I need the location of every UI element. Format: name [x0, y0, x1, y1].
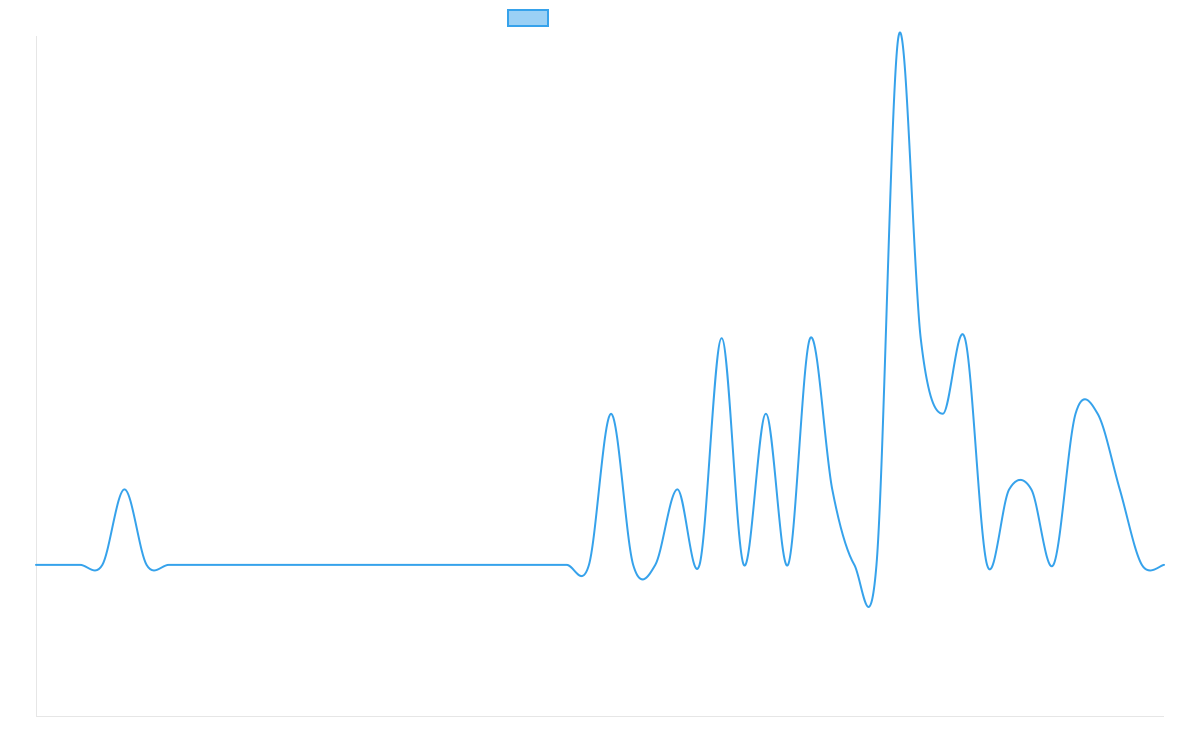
data-point[interactable]: [896, 33, 902, 39]
data-point[interactable]: [188, 562, 194, 568]
data-point[interactable]: [542, 562, 548, 568]
data-point[interactable]: [719, 335, 725, 341]
data-point[interactable]: [608, 411, 614, 417]
data-point[interactable]: [144, 562, 150, 568]
data-point[interactable]: [210, 562, 216, 568]
data-point[interactable]: [453, 562, 459, 568]
data-point[interactable]: [343, 562, 349, 568]
data-point[interactable]: [77, 562, 83, 568]
data-point[interactable]: [984, 562, 990, 568]
data-point[interactable]: [586, 562, 592, 568]
data-point[interactable]: [365, 562, 371, 568]
data-point[interactable]: [232, 562, 238, 568]
data-point[interactable]: [564, 562, 570, 568]
data-point[interactable]: [1006, 486, 1012, 492]
data-point[interactable]: [99, 562, 105, 568]
data-point[interactable]: [1139, 562, 1145, 568]
data-point[interactable]: [829, 486, 835, 492]
data-point[interactable]: [298, 562, 304, 568]
data-point[interactable]: [630, 562, 636, 568]
data-point[interactable]: [741, 562, 747, 568]
data-point[interactable]: [33, 562, 39, 568]
data-point[interactable]: [1117, 486, 1123, 492]
data-point[interactable]: [652, 562, 658, 568]
series-line: [35, 31, 1165, 609]
data-point[interactable]: [851, 562, 857, 568]
data-point[interactable]: [697, 562, 703, 568]
data-point[interactable]: [431, 562, 437, 568]
data-point[interactable]: [940, 411, 946, 417]
plot-area: [33, 31, 1167, 609]
data-point[interactable]: [807, 335, 813, 341]
data-point[interactable]: [321, 562, 327, 568]
data-point[interactable]: [497, 562, 503, 568]
data-point[interactable]: [1050, 562, 1056, 568]
data-point[interactable]: [409, 562, 415, 568]
data-point[interactable]: [276, 562, 282, 568]
data-point[interactable]: [254, 562, 260, 568]
data-point[interactable]: [674, 486, 680, 492]
legend[interactable]: [507, 9, 549, 27]
data-point[interactable]: [166, 562, 172, 568]
legend-swatch[interactable]: [507, 9, 549, 27]
data-point[interactable]: [1028, 486, 1034, 492]
data-point[interactable]: [55, 562, 61, 568]
data-point[interactable]: [520, 562, 526, 568]
data-point[interactable]: [873, 562, 879, 568]
data-point[interactable]: [763, 411, 769, 417]
data-point[interactable]: [918, 335, 924, 341]
data-point[interactable]: [475, 562, 481, 568]
data-point[interactable]: [1073, 411, 1079, 417]
data-point[interactable]: [1095, 411, 1101, 417]
data-point[interactable]: [1161, 562, 1167, 568]
data-point[interactable]: [785, 562, 791, 568]
data-point[interactable]: [962, 335, 968, 341]
data-point[interactable]: [121, 486, 127, 492]
data-point[interactable]: [387, 562, 393, 568]
